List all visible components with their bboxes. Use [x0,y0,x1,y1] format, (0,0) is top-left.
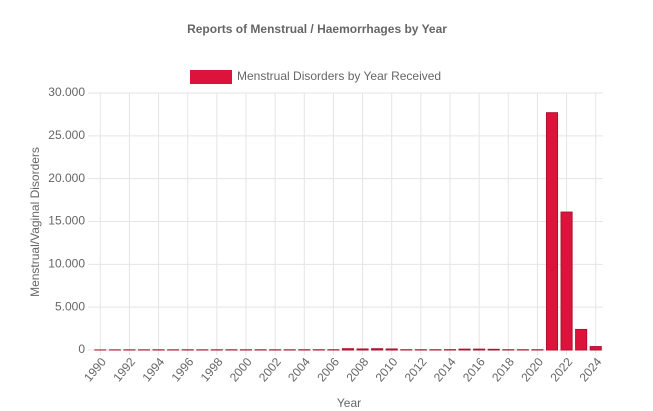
x-tick-label: 2002 [256,355,284,385]
bar [545,112,559,351]
bar [575,328,588,351]
legend-swatch [190,70,232,84]
x-tick-label: 1998 [198,355,226,385]
x-tick-label: 1996 [169,355,197,385]
y-tick-label: 25.000 [48,128,85,142]
bar [356,348,369,351]
x-tick-label: 2010 [373,355,401,385]
x-tick-label: 2008 [343,355,371,385]
y-axis-label: Menstrual/Vaginal Disorders [28,147,42,297]
x-axis-label: Year [337,396,361,410]
y-tick-label: 15.000 [48,214,85,228]
x-tick-label: 2018 [489,355,517,385]
y-tick-label: 0 [78,342,85,356]
bar [458,348,471,351]
y-tick-label: 5.000 [55,299,85,313]
bar [341,348,355,351]
x-tick-label: 2022 [547,355,575,385]
x-tick-label: 2024 [577,355,605,385]
bar [487,348,500,351]
bar [385,348,398,351]
bar [371,348,384,351]
legend-label: Menstrual Disorders by Year Received [237,69,441,83]
x-tick-label: 2000 [227,355,255,385]
x-tick-label: 2016 [460,355,488,385]
x-tick-label: 1994 [139,355,167,385]
x-tick-label: 2014 [431,355,459,385]
x-tick-label: 2020 [518,355,546,385]
bar [473,348,486,351]
bar [560,211,573,351]
x-tick-label: 2012 [402,355,430,385]
y-tick-label: 10.000 [48,257,85,271]
x-tick-label: 2006 [314,355,342,385]
x-tick-label: 1992 [110,355,138,385]
x-tick-label: 1990 [81,355,109,385]
bar [589,346,602,351]
x-tick-label: 2004 [285,355,313,385]
y-tick-label: 30.000 [48,85,85,99]
y-tick-label: 20.000 [48,171,85,185]
chart-title: Reports of Menstrual / Haemorrhages by Y… [187,22,447,36]
